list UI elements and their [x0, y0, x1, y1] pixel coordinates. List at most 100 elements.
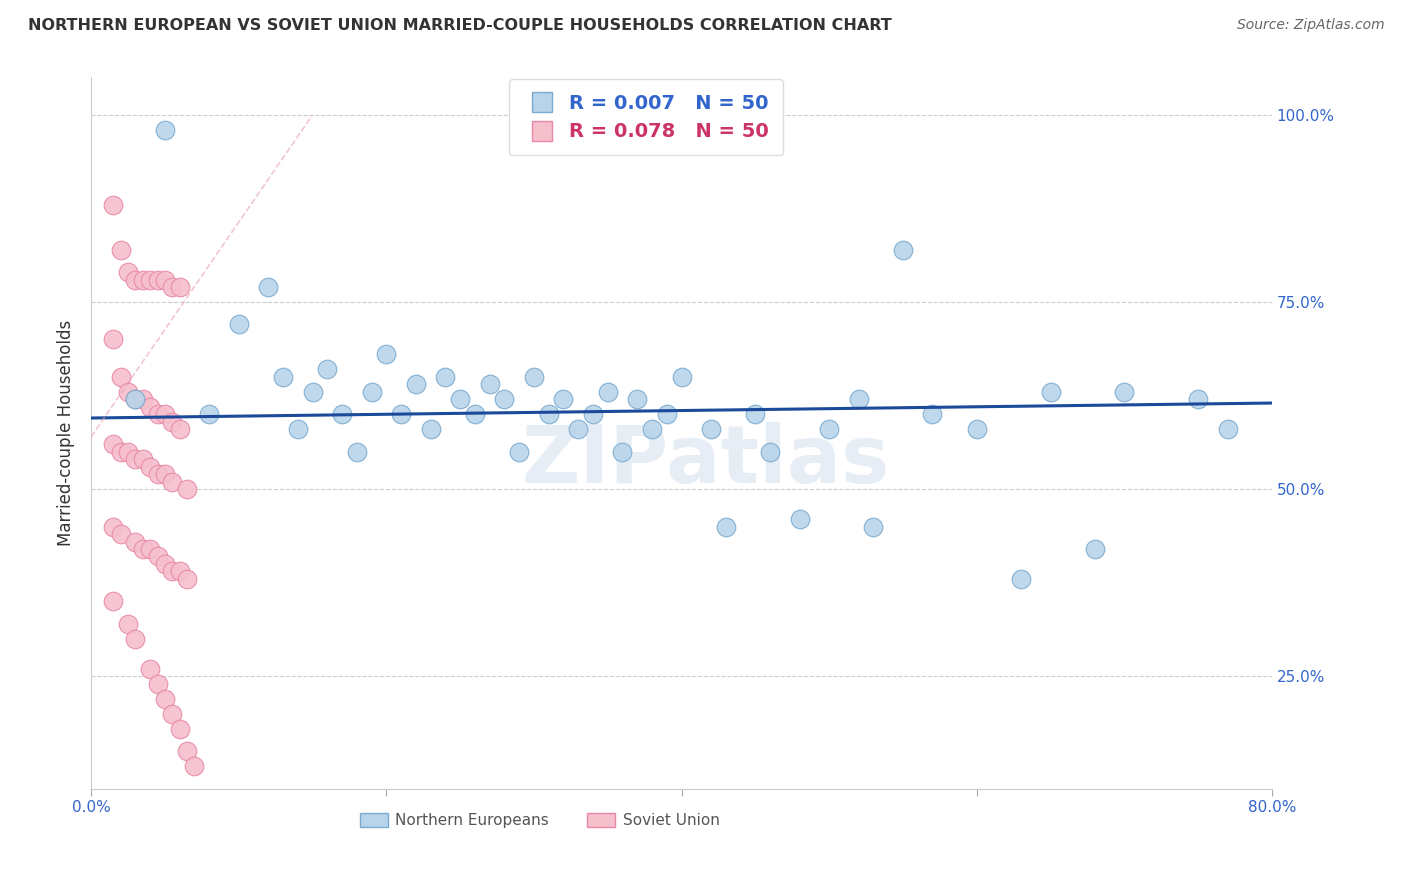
Point	[132, 452, 155, 467]
Point	[567, 422, 589, 436]
Point	[375, 347, 398, 361]
Point	[553, 392, 575, 407]
Point	[176, 572, 198, 586]
Point	[330, 407, 353, 421]
Point	[124, 452, 146, 467]
Point	[162, 565, 184, 579]
Point	[582, 407, 605, 421]
Point	[921, 407, 943, 421]
Point	[169, 422, 191, 436]
Point	[103, 519, 125, 533]
Point	[176, 482, 198, 496]
Point	[789, 512, 811, 526]
Point	[124, 632, 146, 646]
Point	[139, 541, 162, 556]
Point	[153, 691, 176, 706]
Point	[146, 467, 169, 482]
Point	[537, 407, 560, 421]
Point	[449, 392, 471, 407]
Point	[183, 759, 205, 773]
Point	[316, 362, 339, 376]
Point	[132, 541, 155, 556]
Legend: Northern Europeans, Soviet Union: Northern Europeans, Soviet Union	[354, 807, 725, 834]
Point	[759, 444, 782, 458]
Text: NORTHERN EUROPEAN VS SOVIET UNION MARRIED-COUPLE HOUSEHOLDS CORRELATION CHART: NORTHERN EUROPEAN VS SOVIET UNION MARRIE…	[28, 18, 891, 33]
Point	[419, 422, 441, 436]
Point	[848, 392, 870, 407]
Point	[139, 459, 162, 474]
Point	[287, 422, 309, 436]
Point	[124, 392, 146, 407]
Point	[1084, 541, 1107, 556]
Point	[103, 333, 125, 347]
Point	[139, 662, 162, 676]
Point	[508, 444, 530, 458]
Point	[494, 392, 516, 407]
Y-axis label: Married-couple Households: Married-couple Households	[58, 320, 75, 546]
Point	[176, 744, 198, 758]
Point	[146, 549, 169, 564]
Point	[626, 392, 648, 407]
Point	[117, 444, 139, 458]
Point	[103, 197, 125, 211]
Point	[671, 369, 693, 384]
Point	[132, 272, 155, 286]
Point	[228, 318, 250, 332]
Point	[1010, 572, 1032, 586]
Point	[153, 407, 176, 421]
Point	[818, 422, 841, 436]
Point	[891, 243, 914, 257]
Point	[146, 272, 169, 286]
Point	[124, 272, 146, 286]
Point	[346, 444, 368, 458]
Point	[146, 677, 169, 691]
Point	[153, 123, 176, 137]
Point	[714, 519, 737, 533]
Point	[153, 272, 176, 286]
Point	[162, 706, 184, 721]
Point	[966, 422, 988, 436]
Point	[162, 475, 184, 489]
Point	[124, 392, 146, 407]
Point	[132, 392, 155, 407]
Point	[257, 280, 280, 294]
Point	[153, 557, 176, 571]
Point	[389, 407, 412, 421]
Point	[117, 616, 139, 631]
Point	[110, 243, 132, 257]
Point	[117, 265, 139, 279]
Point	[405, 377, 427, 392]
Point	[1216, 422, 1239, 436]
Point	[434, 369, 457, 384]
Point	[162, 415, 184, 429]
Point	[162, 280, 184, 294]
Point	[103, 594, 125, 608]
Point	[139, 272, 162, 286]
Point	[523, 369, 546, 384]
Point	[641, 422, 664, 436]
Point	[110, 444, 132, 458]
Point	[117, 384, 139, 399]
Point	[1187, 392, 1209, 407]
Point	[655, 407, 678, 421]
Point	[301, 384, 323, 399]
Point	[124, 534, 146, 549]
Point	[110, 369, 132, 384]
Point	[612, 444, 634, 458]
Point	[169, 722, 191, 736]
Point	[271, 369, 294, 384]
Point	[464, 407, 486, 421]
Point	[146, 407, 169, 421]
Point	[139, 400, 162, 414]
Point	[596, 384, 619, 399]
Point	[169, 565, 191, 579]
Point	[478, 377, 501, 392]
Point	[1039, 384, 1062, 399]
Point	[1114, 384, 1136, 399]
Point	[110, 527, 132, 541]
Point	[103, 437, 125, 451]
Point	[153, 467, 176, 482]
Text: ZIPatlas: ZIPatlas	[522, 423, 889, 500]
Point	[198, 407, 221, 421]
Text: Source: ZipAtlas.com: Source: ZipAtlas.com	[1237, 18, 1385, 32]
